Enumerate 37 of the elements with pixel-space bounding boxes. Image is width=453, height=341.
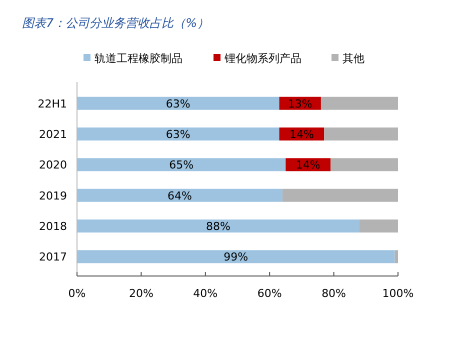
bar: [77, 128, 280, 140]
bar: [77, 158, 286, 172]
y-tick-label: 22H1: [38, 97, 67, 110]
data-label: 99%: [224, 250, 248, 264]
chart-title: 图表7：公司分业务营收占比（%）: [22, 16, 210, 30]
data-label: 13%: [288, 97, 312, 110]
bar: [77, 96, 280, 110]
bar: [77, 188, 282, 202]
y-tick-label: 2020: [39, 158, 67, 172]
x-tick-label: 40%: [193, 287, 218, 300]
bar: [330, 158, 398, 172]
data-label: 14%: [296, 158, 320, 172]
bar: [77, 220, 360, 232]
data-label: 63%: [166, 128, 190, 141]
bar: [394, 250, 398, 264]
x-tick-label: 20%: [128, 287, 154, 300]
bar: [77, 250, 395, 264]
bar: [320, 96, 398, 110]
data-label: 63%: [166, 97, 190, 110]
x-tick-label: 80%: [322, 287, 346, 300]
y-tick-label: 2018: [39, 220, 67, 233]
data-label: 14%: [289, 128, 314, 141]
y-tick-label: 2021: [39, 128, 67, 141]
y-tick-label: 2017: [39, 250, 67, 264]
bar: [324, 128, 398, 140]
y-tick-label: 2019: [39, 189, 67, 202]
data-label: 65%: [169, 158, 194, 172]
bar: [359, 220, 398, 232]
legend-label: 其他: [342, 52, 364, 65]
data-label: 88%: [206, 220, 230, 233]
x-tick-label: 0%: [68, 287, 86, 300]
data-label: 64%: [167, 189, 192, 202]
x-tick-label: 100%: [382, 287, 414, 300]
legend-label: 锂化物系列产品: [224, 52, 302, 65]
x-tick-label: 60%: [257, 287, 282, 300]
legend-label: 轨道工程橡胶制品: [94, 52, 182, 65]
bar: [282, 188, 398, 202]
